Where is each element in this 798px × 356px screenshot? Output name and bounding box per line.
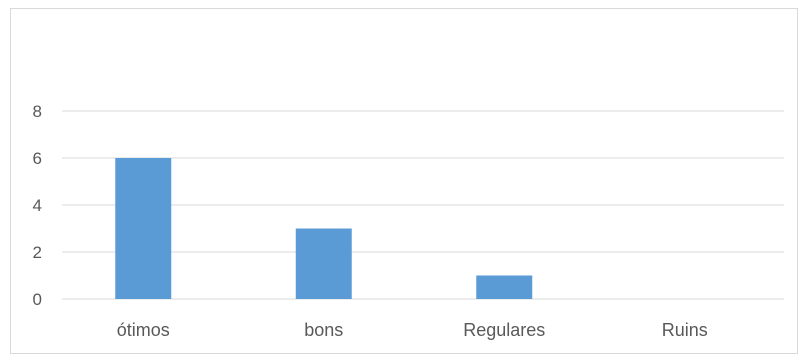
y-tick-label: 4 [33,196,42,215]
y-tick-label: 0 [33,290,42,309]
category-label: Ruins [662,320,708,340]
y-axis-ticks: 0 2 4 6 8 [33,102,42,309]
gridlines [62,110,784,300]
bar-0 [115,158,172,299]
bars [115,158,533,299]
category-label: Regulares [463,320,545,340]
y-tick-label: 8 [33,102,42,121]
x-axis-categories: ótimos bons Regulares Ruins [117,320,708,340]
bar-1 [295,228,352,299]
y-tick-label: 2 [33,243,42,262]
category-label: ótimos [117,320,170,340]
y-tick-label: 6 [33,149,42,168]
bar-2 [476,275,533,299]
category-label: bons [304,320,343,340]
